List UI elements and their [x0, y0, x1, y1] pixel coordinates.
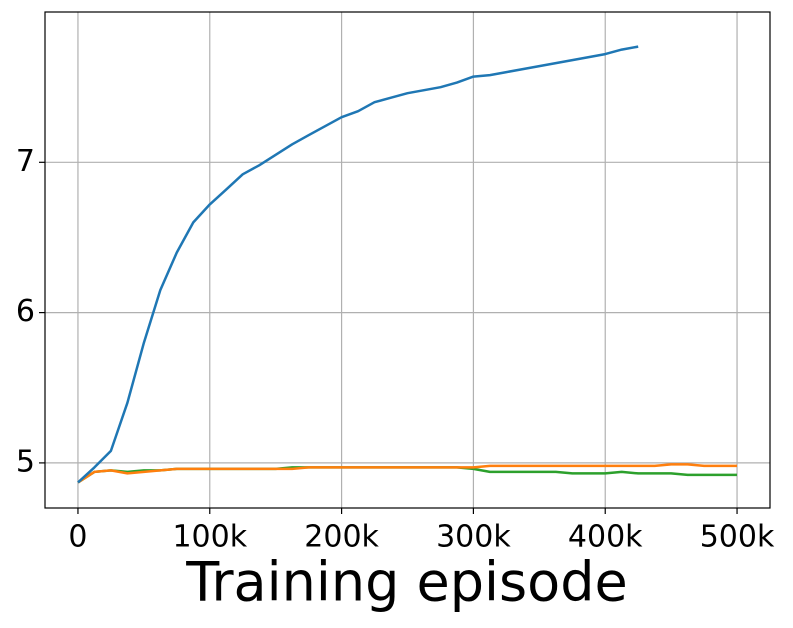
x-tick-label: 400k	[568, 520, 643, 555]
y-tick-label: 7	[16, 144, 35, 179]
plot-frame	[44, 11, 771, 509]
x-tick-label: 100k	[172, 520, 247, 555]
x-axis-label: Training episode	[185, 551, 627, 614]
series-line	[77, 45, 639, 484]
series-line	[77, 463, 737, 484]
x-tick-label: 300k	[436, 520, 511, 555]
y-tick-label: 5	[16, 444, 35, 479]
y-tick-label: 6	[16, 294, 35, 329]
x-tick-label: 200k	[304, 520, 379, 555]
x-tick-label: 500k	[700, 520, 775, 555]
x-tick-label: 0	[68, 520, 87, 555]
